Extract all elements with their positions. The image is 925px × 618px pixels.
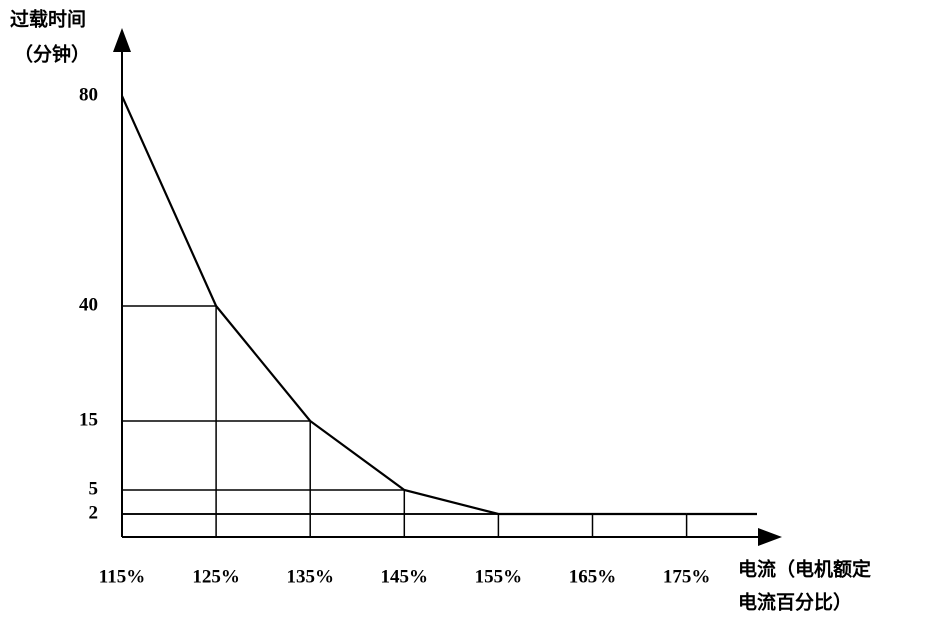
x-tick-label: 125% xyxy=(192,566,240,587)
x-tick-label: 175% xyxy=(663,566,711,587)
x-axis-label: 电流百分比） xyxy=(738,591,852,614)
y-axis-label: （分钟） xyxy=(14,43,90,66)
y-axis-arrow xyxy=(113,28,131,52)
x-tick-label: 115% xyxy=(99,566,145,587)
x-tick-label: 135% xyxy=(286,566,334,587)
x-tick-label: 165% xyxy=(569,566,617,587)
data-line xyxy=(120,95,687,516)
y-tick-label: 40 xyxy=(79,294,98,315)
x-axis-arrow xyxy=(758,528,782,546)
x-axis-label: 电流（电机额定 xyxy=(738,558,871,581)
y-tick-label: 15 xyxy=(79,409,98,430)
y-axis-label: 过载时间 xyxy=(10,8,86,31)
x-tick-label: 145% xyxy=(381,566,429,587)
y-tick-label: 80 xyxy=(79,84,98,105)
x-tick-label: 155% xyxy=(475,566,523,587)
y-tick-label: 2 xyxy=(89,502,99,523)
y-tick-label: 5 xyxy=(89,478,99,499)
